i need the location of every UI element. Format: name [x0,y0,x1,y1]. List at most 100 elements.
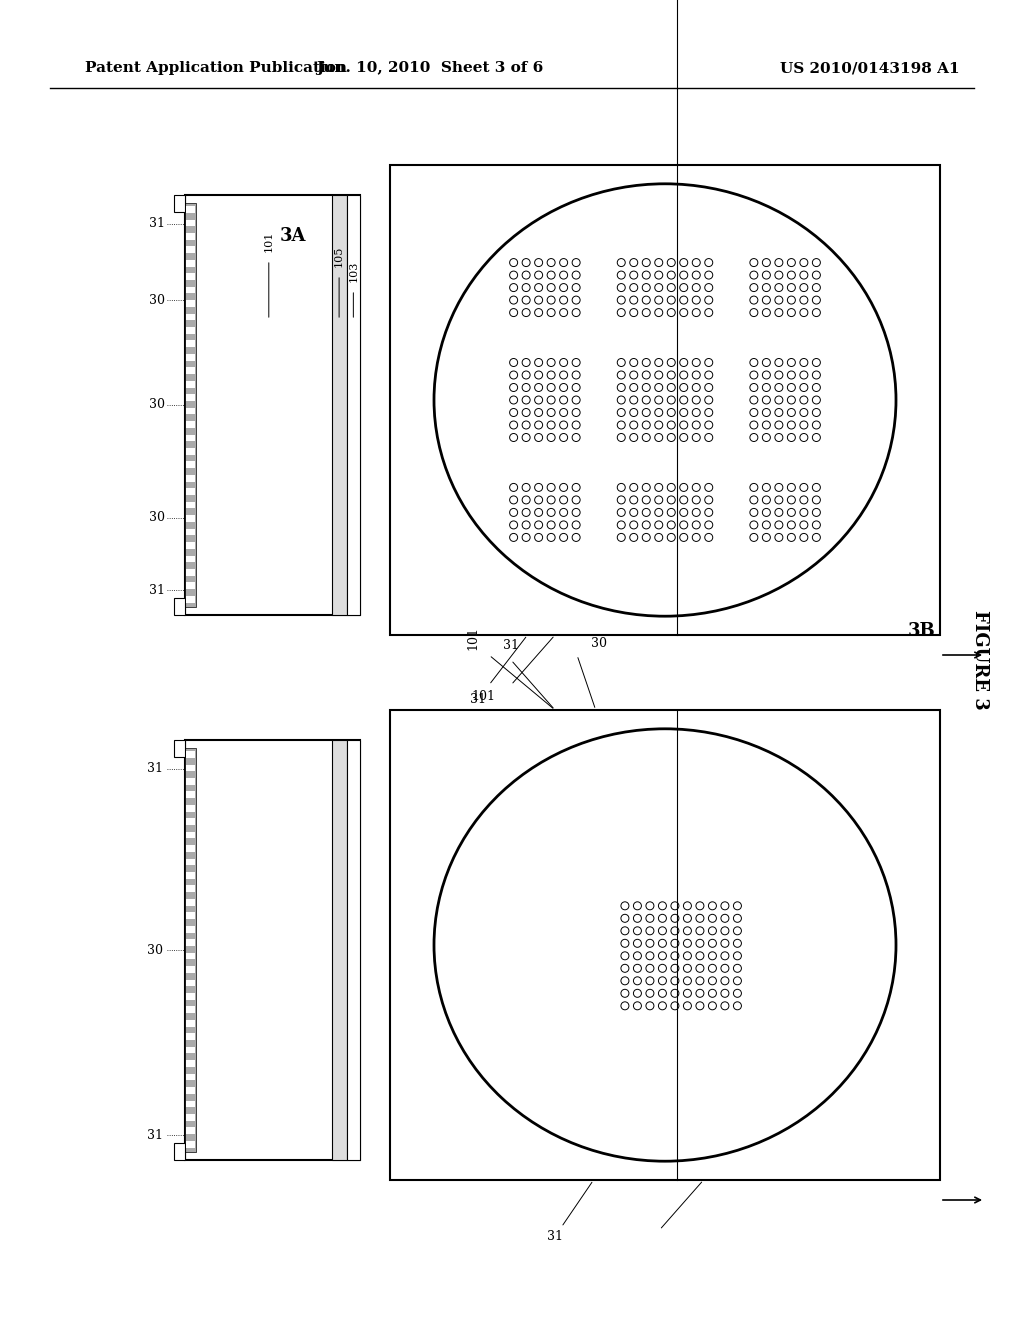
Circle shape [510,408,517,417]
Circle shape [721,965,729,973]
Bar [186,260,195,267]
Circle shape [763,421,770,429]
Circle shape [680,259,688,267]
Circle shape [775,359,783,367]
Circle shape [634,952,641,960]
Circle shape [787,309,796,317]
Circle shape [560,408,567,417]
Ellipse shape [434,183,896,616]
Circle shape [812,359,820,367]
Circle shape [630,259,638,267]
Circle shape [510,533,517,541]
Circle shape [535,496,543,504]
Circle shape [775,259,783,267]
Circle shape [775,421,783,429]
Text: 31: 31 [147,1129,163,1142]
Circle shape [572,521,581,529]
Circle shape [750,296,758,304]
Circle shape [763,309,770,317]
Circle shape [800,296,808,304]
Circle shape [510,508,517,516]
Circle shape [671,915,679,923]
Circle shape [680,371,688,379]
Circle shape [642,384,650,392]
Bar [186,367,195,374]
Circle shape [709,965,717,973]
Circle shape [617,396,626,404]
Circle shape [510,433,517,441]
Circle shape [800,284,808,292]
Circle shape [733,915,741,923]
Circle shape [617,521,626,529]
Circle shape [535,421,543,429]
Circle shape [800,521,808,529]
Circle shape [680,384,688,392]
Circle shape [654,296,663,304]
Bar [185,203,196,607]
Circle shape [800,359,808,367]
Circle shape [671,902,679,909]
Circle shape [654,508,663,516]
Circle shape [709,902,717,909]
Circle shape [617,359,626,367]
Text: 105: 105 [334,246,344,267]
Bar [186,1101,195,1107]
Circle shape [572,533,581,541]
Circle shape [522,496,530,504]
Circle shape [510,483,517,491]
Circle shape [683,965,691,973]
Circle shape [642,309,650,317]
Circle shape [705,521,713,529]
Bar [186,764,195,771]
Circle shape [750,396,758,404]
Circle shape [692,496,700,504]
Circle shape [617,508,626,516]
Bar [186,979,195,986]
Circle shape [721,977,729,985]
Circle shape [668,521,675,529]
Circle shape [800,483,808,491]
Circle shape [522,271,530,279]
Circle shape [630,309,638,317]
Circle shape [560,359,567,367]
Circle shape [696,915,703,923]
Bar [186,582,195,589]
Circle shape [721,902,729,909]
Circle shape [522,533,530,541]
Circle shape [750,371,758,379]
Circle shape [733,940,741,948]
Circle shape [692,396,700,404]
Circle shape [763,483,770,491]
Bar [186,886,195,892]
Circle shape [668,533,675,541]
Circle shape [560,508,567,516]
Circle shape [800,371,808,379]
Circle shape [800,384,808,392]
Bar [186,232,195,240]
Circle shape [696,965,703,973]
Circle shape [621,915,629,923]
Circle shape [630,284,638,292]
Circle shape [683,952,691,960]
Circle shape [560,521,567,529]
Circle shape [680,396,688,404]
Circle shape [705,396,713,404]
Circle shape [617,384,626,392]
Circle shape [621,1002,629,1010]
Circle shape [510,359,517,367]
Circle shape [705,384,713,392]
Circle shape [634,940,641,948]
Circle shape [705,508,713,516]
Circle shape [705,433,713,441]
Circle shape [812,421,820,429]
Circle shape [617,533,626,541]
Circle shape [630,483,638,491]
Bar [186,751,195,758]
Circle shape [671,977,679,985]
Circle shape [547,508,555,516]
Circle shape [692,309,700,317]
Circle shape [775,521,783,529]
Bar [186,1114,195,1121]
Bar [186,1034,195,1040]
Circle shape [800,408,808,417]
